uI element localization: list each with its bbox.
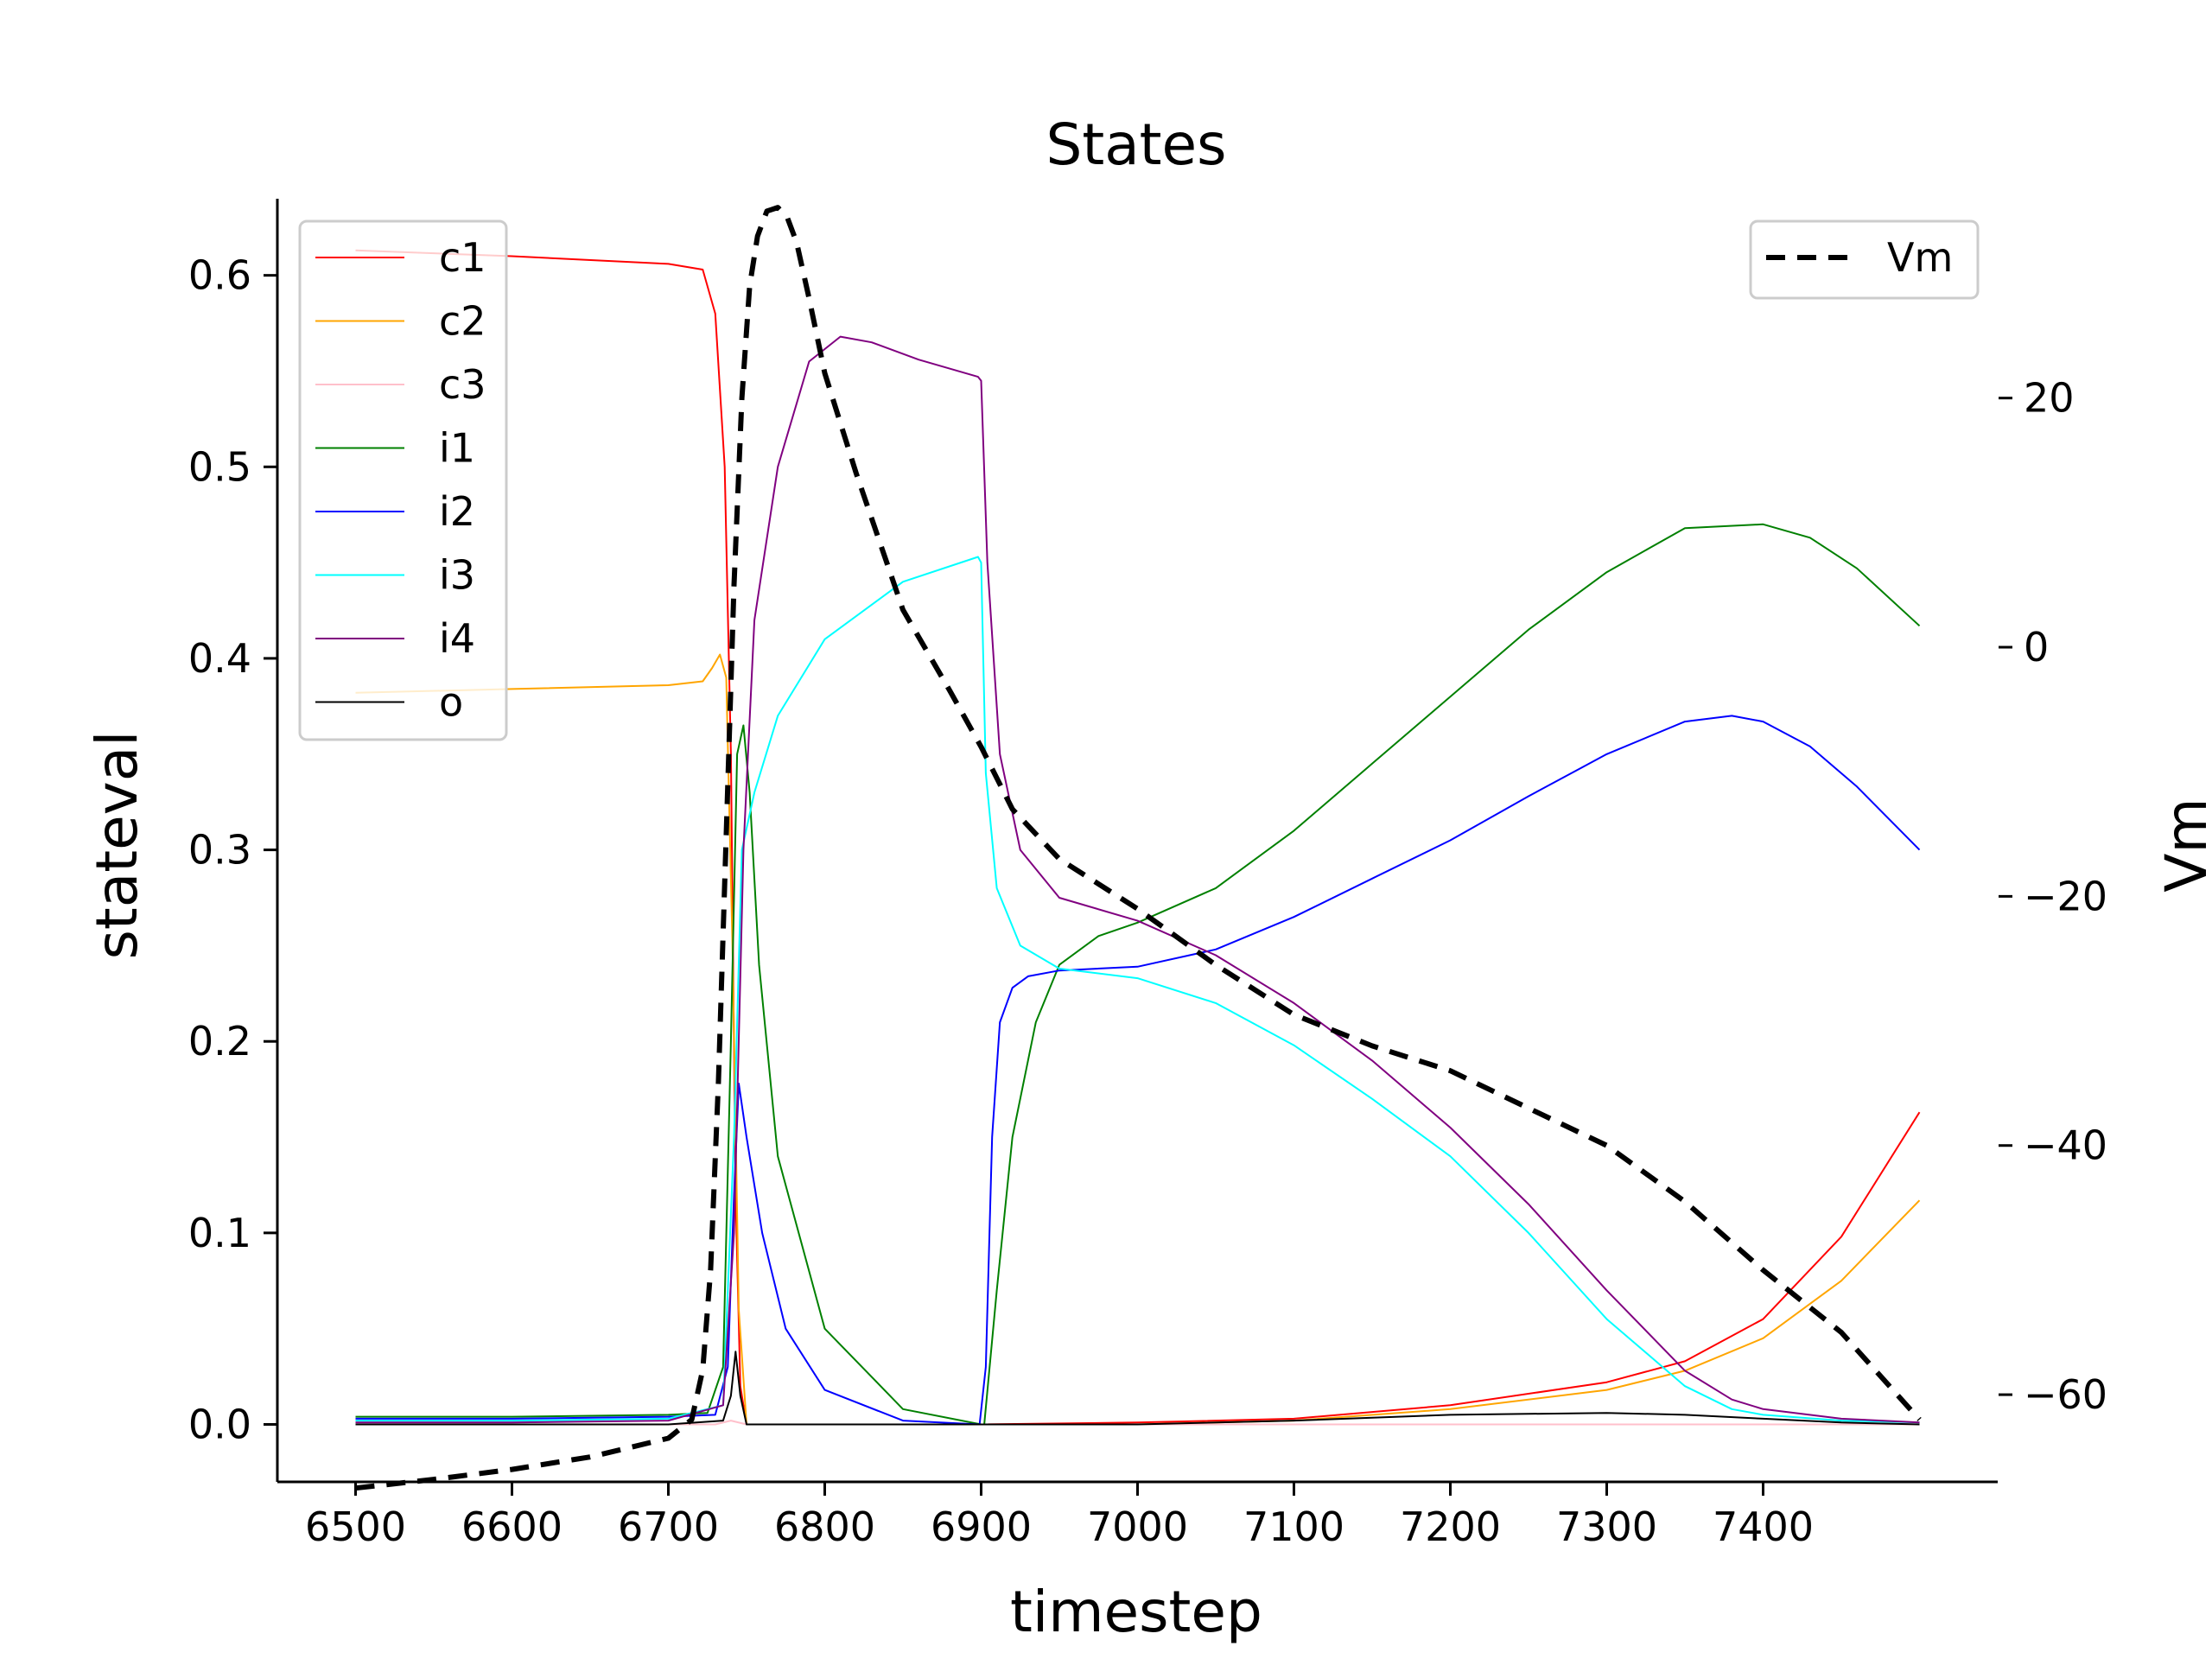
- x-tick-label: 6600: [461, 1503, 563, 1550]
- series-line-i3: [355, 556, 1920, 1424]
- x-tick-label: 7100: [1243, 1503, 1344, 1550]
- y2-tick-label: −40: [2024, 1122, 2107, 1169]
- y-axis-label: stateval: [84, 730, 150, 959]
- legend-label-i4: i4: [439, 615, 475, 662]
- legend-label-i2: i2: [439, 488, 475, 535]
- x-tick-label: 6500: [305, 1503, 406, 1550]
- legend-label-Vm: Vm: [1887, 234, 1953, 281]
- x-tick-label: 7300: [1556, 1503, 1657, 1550]
- legend-frame: [298, 219, 508, 741]
- y2-tick-label: 0: [2024, 624, 2049, 671]
- legend-frame: [1749, 219, 1980, 300]
- x-tick-label: 7000: [1087, 1503, 1188, 1550]
- legend-label-c1: c1: [439, 234, 486, 281]
- y2-axis-label: Vm: [2153, 798, 2212, 892]
- x-tick-label: 6700: [618, 1503, 719, 1550]
- y2-axis-ticks: 20 0 −20 −40 −60: [1999, 375, 2107, 1418]
- x-tick-label: 7200: [1400, 1503, 1501, 1550]
- x-tick-label: 6900: [931, 1503, 1032, 1550]
- series-line-i4: [355, 335, 1920, 1424]
- chart-title: States: [1046, 111, 1226, 178]
- y-tick-label: 0.2: [188, 1018, 251, 1065]
- series-line-i1: [355, 523, 1921, 1426]
- legend-label-i1: i1: [439, 425, 475, 472]
- y-tick-label: 0.3: [188, 827, 251, 874]
- y-tick-label: 0.1: [188, 1210, 251, 1256]
- legend-label-c2: c2: [439, 298, 486, 345]
- x-axis-label: timestep: [1010, 1579, 1262, 1645]
- y-tick-label: 0.6: [188, 252, 251, 299]
- y-tick-label: 0.5: [188, 443, 251, 490]
- y-axis-ticks: 0.0 0.1 0.2 0.3 0.4 0.5 0.6: [188, 252, 277, 1448]
- x-tick-label: 6800: [774, 1503, 875, 1550]
- legend-label-i3: i3: [439, 552, 475, 599]
- y2-tick-label: −60: [2024, 1371, 2107, 1418]
- legend-label-o: o: [439, 679, 463, 726]
- y-tick-label: 0.0: [188, 1402, 251, 1448]
- x-axis-ticks: 6500 6600 6700 6800 6900 7000 7100 7200 7300 7400: [305, 1482, 1814, 1550]
- x-tick-label: 7400: [1713, 1503, 1814, 1550]
- series-line-o: [355, 1351, 1920, 1426]
- y-tick-label: 0.4: [188, 635, 251, 682]
- series-line-Vm: [355, 205, 1922, 1491]
- legend-vm: Vm: [1749, 219, 1980, 300]
- y2-tick-label: −20: [2024, 873, 2107, 919]
- plot-lines: [355, 205, 1922, 1491]
- y2-tick-label: 20: [2024, 375, 2075, 422]
- legend-label-c3: c3: [439, 361, 486, 408]
- legend-states: c1 c2 c3 i1 i2 i3 i4 o: [298, 219, 508, 741]
